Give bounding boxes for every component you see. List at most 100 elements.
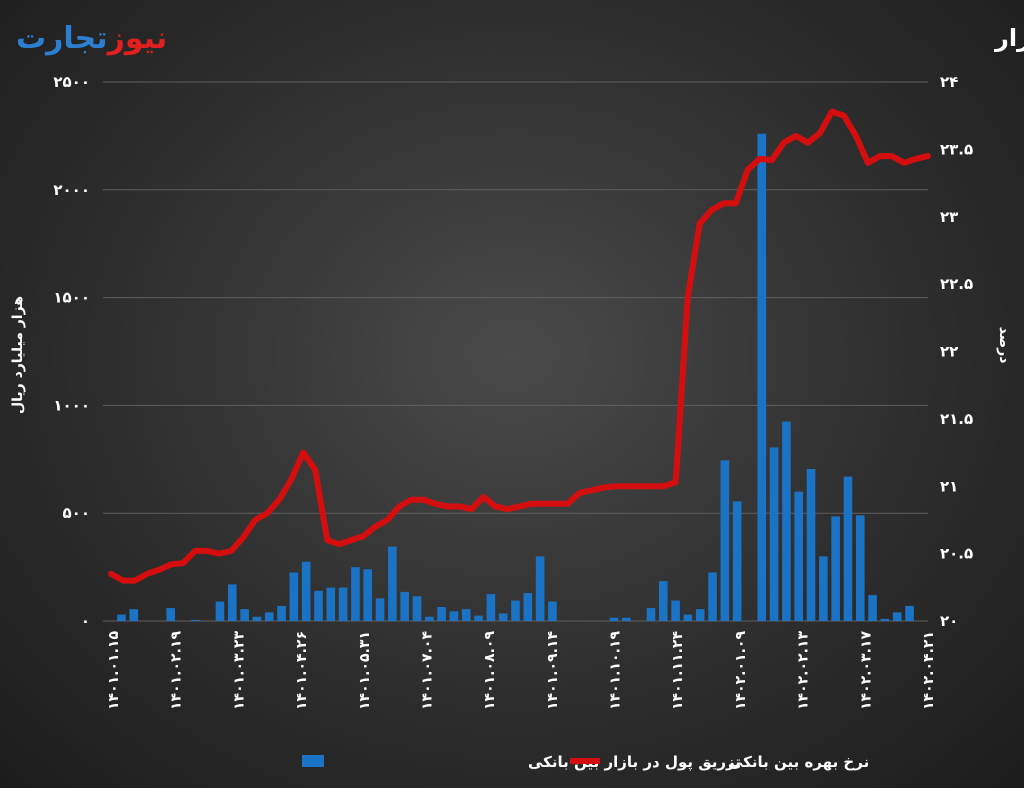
y2-tick-label: ۲۲.۵ xyxy=(940,275,973,293)
bar xyxy=(831,516,840,621)
bar xyxy=(129,609,139,621)
y2-tick-label: ۲۴ xyxy=(940,73,958,91)
x-tick-label: ۱۴۰۲.۰۳.۱۷ xyxy=(858,631,874,710)
y2-tick-label: ۲۱.۵ xyxy=(940,410,973,428)
y-tick-label: ۲۰۰۰ xyxy=(53,181,90,199)
x-tick-label: ۱۴۰۱.۱۰.۱۹ xyxy=(608,631,624,710)
bar xyxy=(461,609,471,621)
y2-tick-label: ۲۳ xyxy=(940,208,958,226)
y-tick-label: ۲۵۰۰ xyxy=(53,73,90,91)
bar xyxy=(794,491,804,621)
bar xyxy=(425,616,434,621)
bar xyxy=(191,619,200,621)
bar xyxy=(363,569,373,621)
y2-tick-label: ۲۰ xyxy=(940,612,958,630)
y-tick-label: ۰ xyxy=(81,612,90,630)
bar xyxy=(905,605,914,621)
bar xyxy=(351,567,360,621)
bar xyxy=(892,612,902,621)
x-tick-label: ۱۴۰۱.۰۸.۰۹ xyxy=(482,631,498,710)
x-tick-label: ۱۴۰۱.۰۹.۱۴ xyxy=(545,631,561,710)
bar xyxy=(757,133,767,622)
bar xyxy=(289,572,299,621)
bar xyxy=(117,614,126,621)
x-tick-label: ۱۴۰۲.۰۱.۰۹ xyxy=(733,631,749,710)
chart-title: روند تزریق پول بانک مرکزی در بازار بین ب… xyxy=(994,24,1024,52)
bar xyxy=(486,594,496,621)
bar xyxy=(412,596,422,621)
bar xyxy=(671,600,680,621)
bar xyxy=(338,587,348,621)
x-tick-label: ۱۴۰۱.۰۴.۲۶ xyxy=(294,631,310,710)
brand-logo: نیوزتجارت xyxy=(16,21,167,56)
y2-tick-label: ۲۰.۵ xyxy=(940,545,973,563)
bar xyxy=(388,546,397,621)
bar xyxy=(301,561,311,621)
x-tick-label: ۱۴۰۱.۰۷.۰۴ xyxy=(420,631,436,710)
bar xyxy=(437,606,446,621)
bar xyxy=(535,556,545,621)
bar xyxy=(314,590,323,621)
legend-label-bars: تزریق پول در بازار بین بانکی xyxy=(528,753,741,772)
y-axis-label: هزار میلیارد ریال xyxy=(10,296,26,414)
bar xyxy=(523,592,533,621)
bar xyxy=(240,609,249,621)
gridlines xyxy=(103,81,928,622)
bar xyxy=(166,608,176,621)
bar xyxy=(868,595,877,621)
x-axis-ticks: ۱۴۰۱.۰۱.۱۵ ۱۴۰۱.۰۲.۱۹ ۱۴۰۱.۰۳.۲۳ ۱۴۰۱.۰۴.۲۶… xyxy=(106,631,937,710)
bar xyxy=(782,421,791,621)
bar xyxy=(609,617,619,621)
bar xyxy=(375,598,385,621)
y2-axis-label: درصد xyxy=(996,327,1012,364)
bar xyxy=(695,609,705,621)
bar xyxy=(548,601,557,621)
bar xyxy=(264,612,274,621)
bar xyxy=(855,515,865,621)
injection-bars xyxy=(117,133,914,622)
bar xyxy=(732,501,742,621)
x-tick-label: ۱۴۰۲.۰۴.۲۱ xyxy=(921,631,937,710)
bar xyxy=(227,584,237,621)
y-tick-label: ۵۰۰ xyxy=(63,504,90,522)
x-tick-label: ۱۴۰۲.۰۲.۱۳ xyxy=(796,631,812,710)
brand-logo-part1: تجارت xyxy=(16,21,108,56)
bar xyxy=(720,460,730,621)
y2-tick-label: ۲۳.۵ xyxy=(940,140,973,158)
brand-logo-part2: نیوز xyxy=(106,21,168,56)
bar xyxy=(819,556,828,621)
bar xyxy=(215,601,225,621)
bar xyxy=(646,608,656,621)
bar xyxy=(474,615,483,621)
bar xyxy=(400,591,409,621)
x-tick-label: ۱۴۰۱.۰۳.۲۳ xyxy=(231,631,247,710)
y2-tick-label: ۲۲ xyxy=(940,343,958,361)
y-tick-label: ۱۵۰۰ xyxy=(53,289,90,307)
x-tick-label: ۱۴۰۱.۰۱.۱۵ xyxy=(106,631,122,710)
legend: تزریق پول در بازار بین بانکی نرخ بهره بی… xyxy=(302,753,869,772)
bar xyxy=(326,587,336,621)
y-tick-label: ۱۰۰۰ xyxy=(53,396,90,414)
right-axis-ticks: ۲۰ ۲۰.۵ ۲۱ ۲۱.۵ ۲۲ ۲۲.۵ ۲۳ ۲۳.۵ ۲۴ xyxy=(940,73,973,630)
bar xyxy=(498,613,508,621)
legend-swatch-bars xyxy=(302,755,324,767)
x-tick-label: ۱۴۰۱.۰۲.۱۹ xyxy=(169,631,185,710)
bar xyxy=(277,605,286,621)
rate-line xyxy=(108,108,931,584)
legend-label-line: نرخ بهره بین بانکی xyxy=(728,753,869,771)
bar xyxy=(622,617,631,621)
bar xyxy=(769,447,779,621)
bar xyxy=(843,476,853,621)
bar xyxy=(252,616,262,621)
x-tick-label: ۱۴۰۱.۱۱.۲۴ xyxy=(670,631,686,710)
bar xyxy=(880,618,890,621)
y2-tick-label: ۲۱ xyxy=(940,477,958,495)
bar xyxy=(449,611,459,621)
bar xyxy=(806,469,816,621)
bar xyxy=(658,581,668,621)
bar xyxy=(511,600,520,621)
x-tick-label: ۱۴۰۱.۰۵.۳۱ xyxy=(357,631,373,710)
bar xyxy=(683,614,693,621)
bar xyxy=(708,572,717,621)
